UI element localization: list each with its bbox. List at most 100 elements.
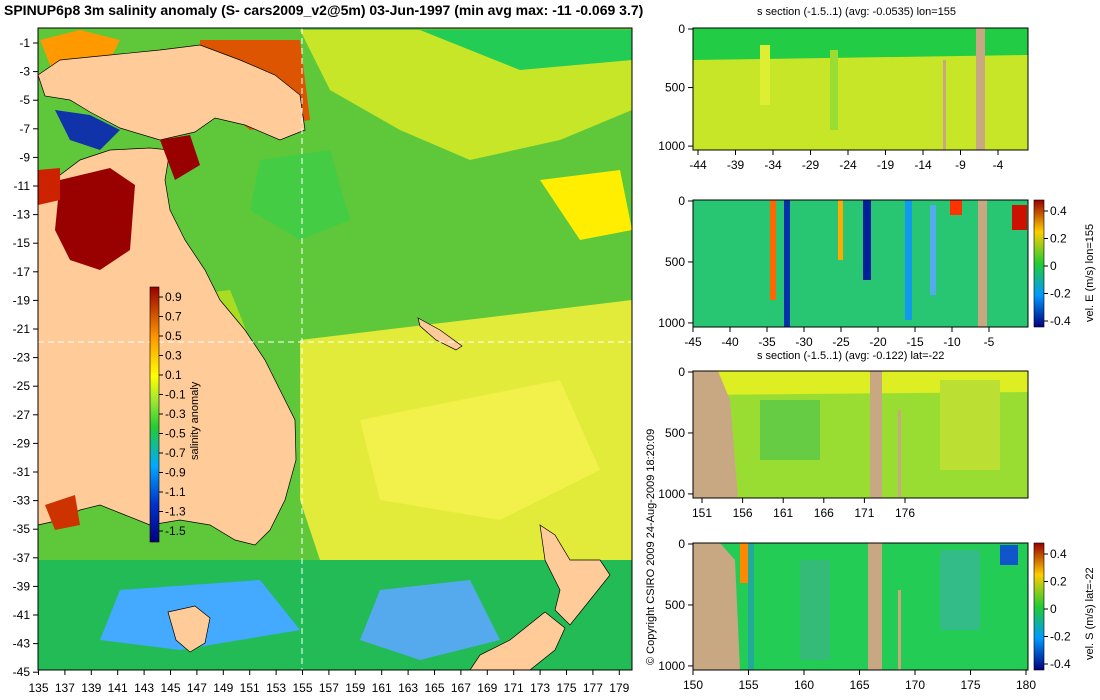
section-colorbar-tick-label: -0.4 — [1050, 657, 1071, 671]
map-x-tick-label: 139 — [81, 681, 101, 695]
map-y-tick-label: -35 — [13, 522, 31, 536]
section-x-tick-label: -19 — [877, 158, 895, 172]
map-x-tick-label: 153 — [266, 681, 286, 695]
map-x-tick-label: 169 — [477, 681, 497, 695]
map-x-tick-label: 135 — [28, 681, 48, 695]
section-colorbar-tick-label: 0.4 — [1050, 547, 1067, 561]
section-colorbar-tick-label: 0 — [1050, 602, 1057, 616]
map-y-axis: -1 -3 -5 -7 -9 -11 -13 -15 -17 -19 -21 -23 -25 -27 -29… — [13, 36, 38, 679]
map-y-tick-label: -7 — [19, 122, 30, 136]
section-x-tick-label: -39 — [727, 158, 745, 172]
map-colorbar-tick-label: -0.9 — [165, 466, 186, 480]
map-colorbar-tick-label: 0.9 — [165, 290, 182, 304]
section-y-tick-label: 0 — [678, 194, 685, 208]
map-x-tick-label: 165 — [424, 681, 444, 695]
map-y-tick-label: -45 — [13, 665, 31, 679]
map-x-tick-label: 175 — [556, 681, 576, 695]
panel-s-lat-22 — [692, 370, 1029, 499]
map-y-tick-label: -11 — [14, 179, 31, 193]
panel2-axes: 0 500 1000 -45 -40 -35 -30 -25 -20 -15 -10 -5 0.4 0.2… — [658, 194, 1071, 349]
panel4-colorbar-label: vel. S (m/s) lat=-22 — [1084, 567, 1096, 660]
section-x-tick-label: -30 — [795, 335, 813, 349]
map-x-tick-label: 145 — [160, 681, 180, 695]
section-colorbar-tick-label: 0.2 — [1050, 232, 1067, 246]
map-colorbar-tick-label: -1.5 — [165, 524, 186, 538]
section-x-tick-label: -24 — [839, 158, 857, 172]
map-x-tick-label: 141 — [108, 681, 128, 695]
map-y-tick-label: -33 — [13, 494, 31, 508]
map-x-tick-label: 137 — [55, 681, 75, 695]
map-y-tick-label: -19 — [13, 293, 31, 307]
section-x-tick-label: 165 — [849, 678, 869, 692]
panel2-colorbar-label: vel. E (m/s) lon=155 — [1084, 223, 1096, 322]
panel4-axes: 0 500 1000 150 155 160 165 170 175 180 0.4 0.2 0 -0.2… — [658, 537, 1071, 692]
section-x-tick-label: 180 — [1016, 678, 1036, 692]
map-y-tick-label: -29 — [13, 436, 31, 450]
map-y-tick-label: -13 — [13, 208, 31, 222]
section-x-tick-label: 170 — [905, 678, 925, 692]
map-x-tick-label: 147 — [187, 681, 207, 695]
section-x-tick-label: -40 — [721, 335, 739, 349]
map-colorbar-label: salinity anomaly — [189, 381, 201, 460]
map-y-tick-label: -27 — [13, 408, 31, 422]
section-x-tick-label: -45 — [684, 335, 702, 349]
figure-title: SPINUP6p8 3m salinity anomaly (S- cars20… — [4, 2, 644, 18]
map-y-tick-label: -17 — [13, 265, 31, 279]
section-x-tick-label: -4 — [993, 158, 1004, 172]
section-y-tick-label: 0 — [678, 365, 685, 379]
land-new-guinea — [37, 44, 306, 141]
section-x-tick-label: -10 — [943, 335, 961, 349]
section-y-tick-label: 0 — [678, 22, 685, 36]
section-x-tick-label: 160 — [794, 678, 814, 692]
map-x-tick-label: 179 — [609, 681, 629, 695]
section-x-tick-label: -15 — [906, 335, 924, 349]
section-x-tick-label: -29 — [802, 158, 820, 172]
panel-s-lon155 — [692, 27, 1029, 151]
map-colorbar-tick-label: -0.7 — [165, 446, 186, 460]
section-x-tick-label: -14 — [914, 158, 932, 172]
section-y-tick-label: 1000 — [658, 316, 685, 330]
section-x-tick-label: 166 — [814, 506, 834, 520]
section-x-tick-label: -5 — [984, 335, 995, 349]
panel-vel-s-lat-22 — [692, 542, 1045, 671]
section-x-tick-label: 155 — [738, 678, 758, 692]
section-y-tick-label: 500 — [665, 598, 685, 612]
land-new-zealand-north — [539, 524, 611, 626]
map-colorbar-tick-label: 0.1 — [165, 368, 182, 382]
map-y-tick-label: -23 — [13, 351, 31, 365]
salinity-map — [37, 27, 633, 671]
map-y-tick-label: -31 — [13, 465, 31, 479]
land-tasmania — [167, 605, 211, 653]
map-x-tick-label: 157 — [319, 681, 339, 695]
section-x-tick-label: 175 — [960, 678, 980, 692]
panel-vel-e-lon155 — [692, 199, 1045, 328]
map-colorbar-tick-label: 0.3 — [165, 349, 182, 363]
section-x-tick-label: 161 — [773, 506, 793, 520]
map-colorbar-tick-label: -0.1 — [165, 388, 186, 402]
section-colorbar-tick-label: -0.4 — [1050, 314, 1071, 328]
panel1-axes: 0 500 1000 -44 -39 -34 -29 -24 -19 -14 -9 -4 — [658, 22, 1003, 172]
section-x-tick-label: 151 — [692, 506, 712, 520]
section-x-tick-label: -35 — [758, 335, 776, 349]
map-y-tick-label: -15 — [13, 236, 31, 250]
map-x-tick-label: 151 — [240, 681, 260, 695]
panel3-title: s section (-1.5..1) (avg: -0.122) lat=-2… — [757, 350, 945, 362]
map-colorbar-tick-label: -1.1 — [165, 485, 186, 499]
map-colorbar-tick-label: 0.7 — [165, 310, 182, 324]
map-x-tick-label: 167 — [451, 681, 471, 695]
map-colorbar-tick-label: -1.3 — [165, 505, 186, 519]
map-colorbar-tick-label: -0.5 — [165, 427, 186, 441]
section-y-tick-label: 0 — [678, 537, 685, 551]
section-x-tick-label: 150 — [683, 678, 703, 692]
section-x-tick-label: 156 — [733, 506, 753, 520]
section-y-tick-label: 1000 — [658, 659, 685, 673]
section-y-tick-label: 1000 — [658, 139, 685, 153]
section-x-tick-label: -20 — [869, 335, 887, 349]
map-x-tick-label: 155 — [292, 681, 312, 695]
map-y-tick-label: -1 — [19, 36, 30, 50]
map-y-tick-label: -41 — [13, 608, 31, 622]
section-x-tick-label: 171 — [854, 506, 874, 520]
section-y-tick-label: 500 — [665, 426, 685, 440]
map-y-tick-label: -21 — [13, 322, 31, 336]
